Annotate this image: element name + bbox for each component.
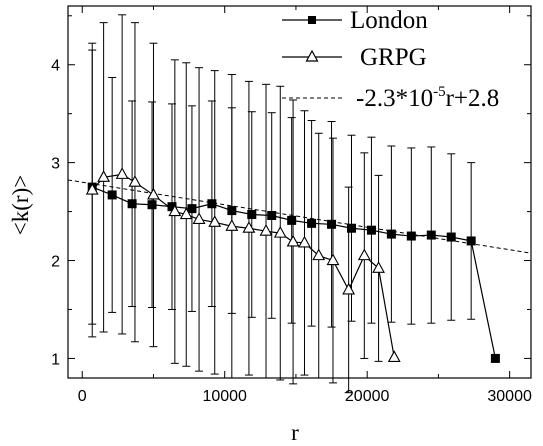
data-point-grpg: [259, 224, 273, 236]
legend-label-fit-exponent: -5: [433, 84, 446, 100]
data-point-london: [287, 215, 297, 225]
data-point-london: [207, 199, 217, 209]
series-line-london: [91, 186, 496, 359]
data-point-grpg: [115, 167, 129, 179]
legend-triangle-marker: [305, 49, 319, 62]
data-point-grpg: [387, 350, 401, 362]
x-tick-label: 30000: [487, 388, 532, 405]
data-point-grpg: [286, 234, 300, 247]
data-point-grpg: [128, 175, 142, 187]
data-point-london: [227, 206, 237, 216]
data-point-london: [247, 210, 257, 220]
legend-square-marker: [308, 16, 316, 24]
data-point-london: [267, 210, 277, 220]
data-point-london: [490, 353, 500, 363]
legend: London GRPG -2.3*10-5r+2.8: [282, 7, 499, 112]
data-point-grpg: [147, 187, 160, 200]
data-point-grpg: [326, 253, 340, 266]
data-point-london: [187, 204, 197, 214]
data-point-london: [366, 225, 376, 235]
data-point-london: [466, 236, 476, 246]
y-tick-label: 4: [51, 58, 60, 75]
data-point-london: [446, 232, 456, 242]
x-tick-label: 10000: [202, 388, 247, 405]
data-point-grpg: [342, 282, 356, 295]
y-tick-label: 1: [51, 351, 60, 368]
x-tick-label: 0: [78, 388, 87, 405]
y-tick-label: 2: [51, 254, 60, 271]
data-point-grpg: [192, 212, 206, 224]
data-point-grpg: [242, 221, 256, 233]
data-point-london: [307, 218, 317, 228]
data-point-grpg: [372, 261, 385, 273]
data-point-grpg: [208, 215, 222, 227]
data-point-grpg: [225, 219, 239, 231]
data-point-grpg: [179, 207, 193, 220]
data-point-london: [127, 199, 137, 209]
fit-line: [67, 179, 532, 254]
data-point-london: [426, 230, 436, 240]
y-axis-title: <k(r)>: [8, 175, 33, 235]
data-point-grpg: [312, 248, 326, 261]
data-point-grpg: [168, 204, 182, 217]
data-point-london: [327, 219, 337, 229]
data-point-grpg: [357, 248, 371, 261]
data-point-london: [147, 200, 157, 210]
data-point-grpg: [85, 182, 99, 195]
legend-label-fit: -2.3*10-5r+2.8: [356, 84, 499, 112]
data-point-london: [346, 223, 356, 233]
legend-label-london: London: [350, 7, 428, 34]
plot-frame: [67, 5, 532, 379]
legend-label-fit-main: -2.3*10: [356, 85, 433, 112]
legend-label-grpg: GRPG: [360, 44, 427, 71]
x-tick-label: 20000: [345, 388, 390, 405]
series-lines: [67, 173, 532, 359]
legend-label-fit-tail: r+2.8: [446, 85, 500, 112]
x-axis-title: r: [291, 420, 299, 445]
data-point-grpg: [298, 235, 311, 248]
data-point-london: [107, 190, 117, 200]
data-point-london: [167, 202, 177, 212]
data-point-london: [406, 231, 416, 241]
data-point-london: [386, 229, 396, 239]
series-markers: [85, 167, 500, 363]
y-tick-label: 3: [51, 156, 60, 173]
data-point-grpg: [273, 225, 287, 238]
error-bars: [88, 14, 476, 394]
data-point-grpg: [97, 170, 111, 182]
